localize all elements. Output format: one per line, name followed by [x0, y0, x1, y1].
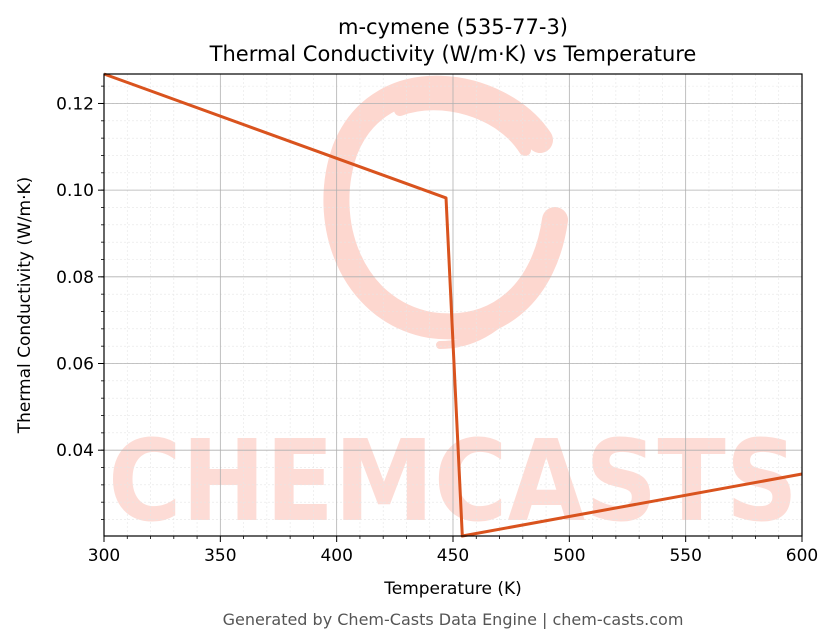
- x-tick-label: 500: [553, 546, 585, 566]
- x-axis-label: Temperature (K): [383, 579, 522, 599]
- y-tick-label: 0.04: [56, 441, 94, 461]
- x-tick-label: 450: [437, 546, 469, 566]
- y-tick-label: 0.06: [56, 355, 94, 375]
- y-tick-label: 0.10: [56, 181, 94, 201]
- x-tick-label: 600: [786, 546, 818, 566]
- x-tick-label: 400: [320, 546, 352, 566]
- y-tick-label: 0.08: [56, 268, 94, 288]
- y-axis-label: Thermal Conductivity (W/m·K): [15, 177, 35, 435]
- chart-title-line1: m-cymene (535-77-3): [338, 15, 568, 39]
- footer-credit: Generated by Chem-Casts Data Engine | ch…: [223, 610, 684, 629]
- x-tick-label: 300: [88, 546, 120, 566]
- series-layer: [103, 72, 803, 538]
- series-line: [103, 72, 803, 538]
- y-axis-ticks: 0.04 0.06 0.08 0.10 0.12: [56, 85, 104, 520]
- x-axis-ticks: 300 350 400 450 500 550 600: [88, 536, 818, 566]
- x-tick-label: 350: [204, 546, 236, 566]
- x-tick-label: 550: [669, 546, 701, 566]
- chart-title-line2: Thermal Conductivity (W/m·K) vs Temperat…: [209, 42, 697, 66]
- watermark-swirl-icon: [323, 75, 568, 349]
- y-tick-label: 0.12: [56, 94, 94, 114]
